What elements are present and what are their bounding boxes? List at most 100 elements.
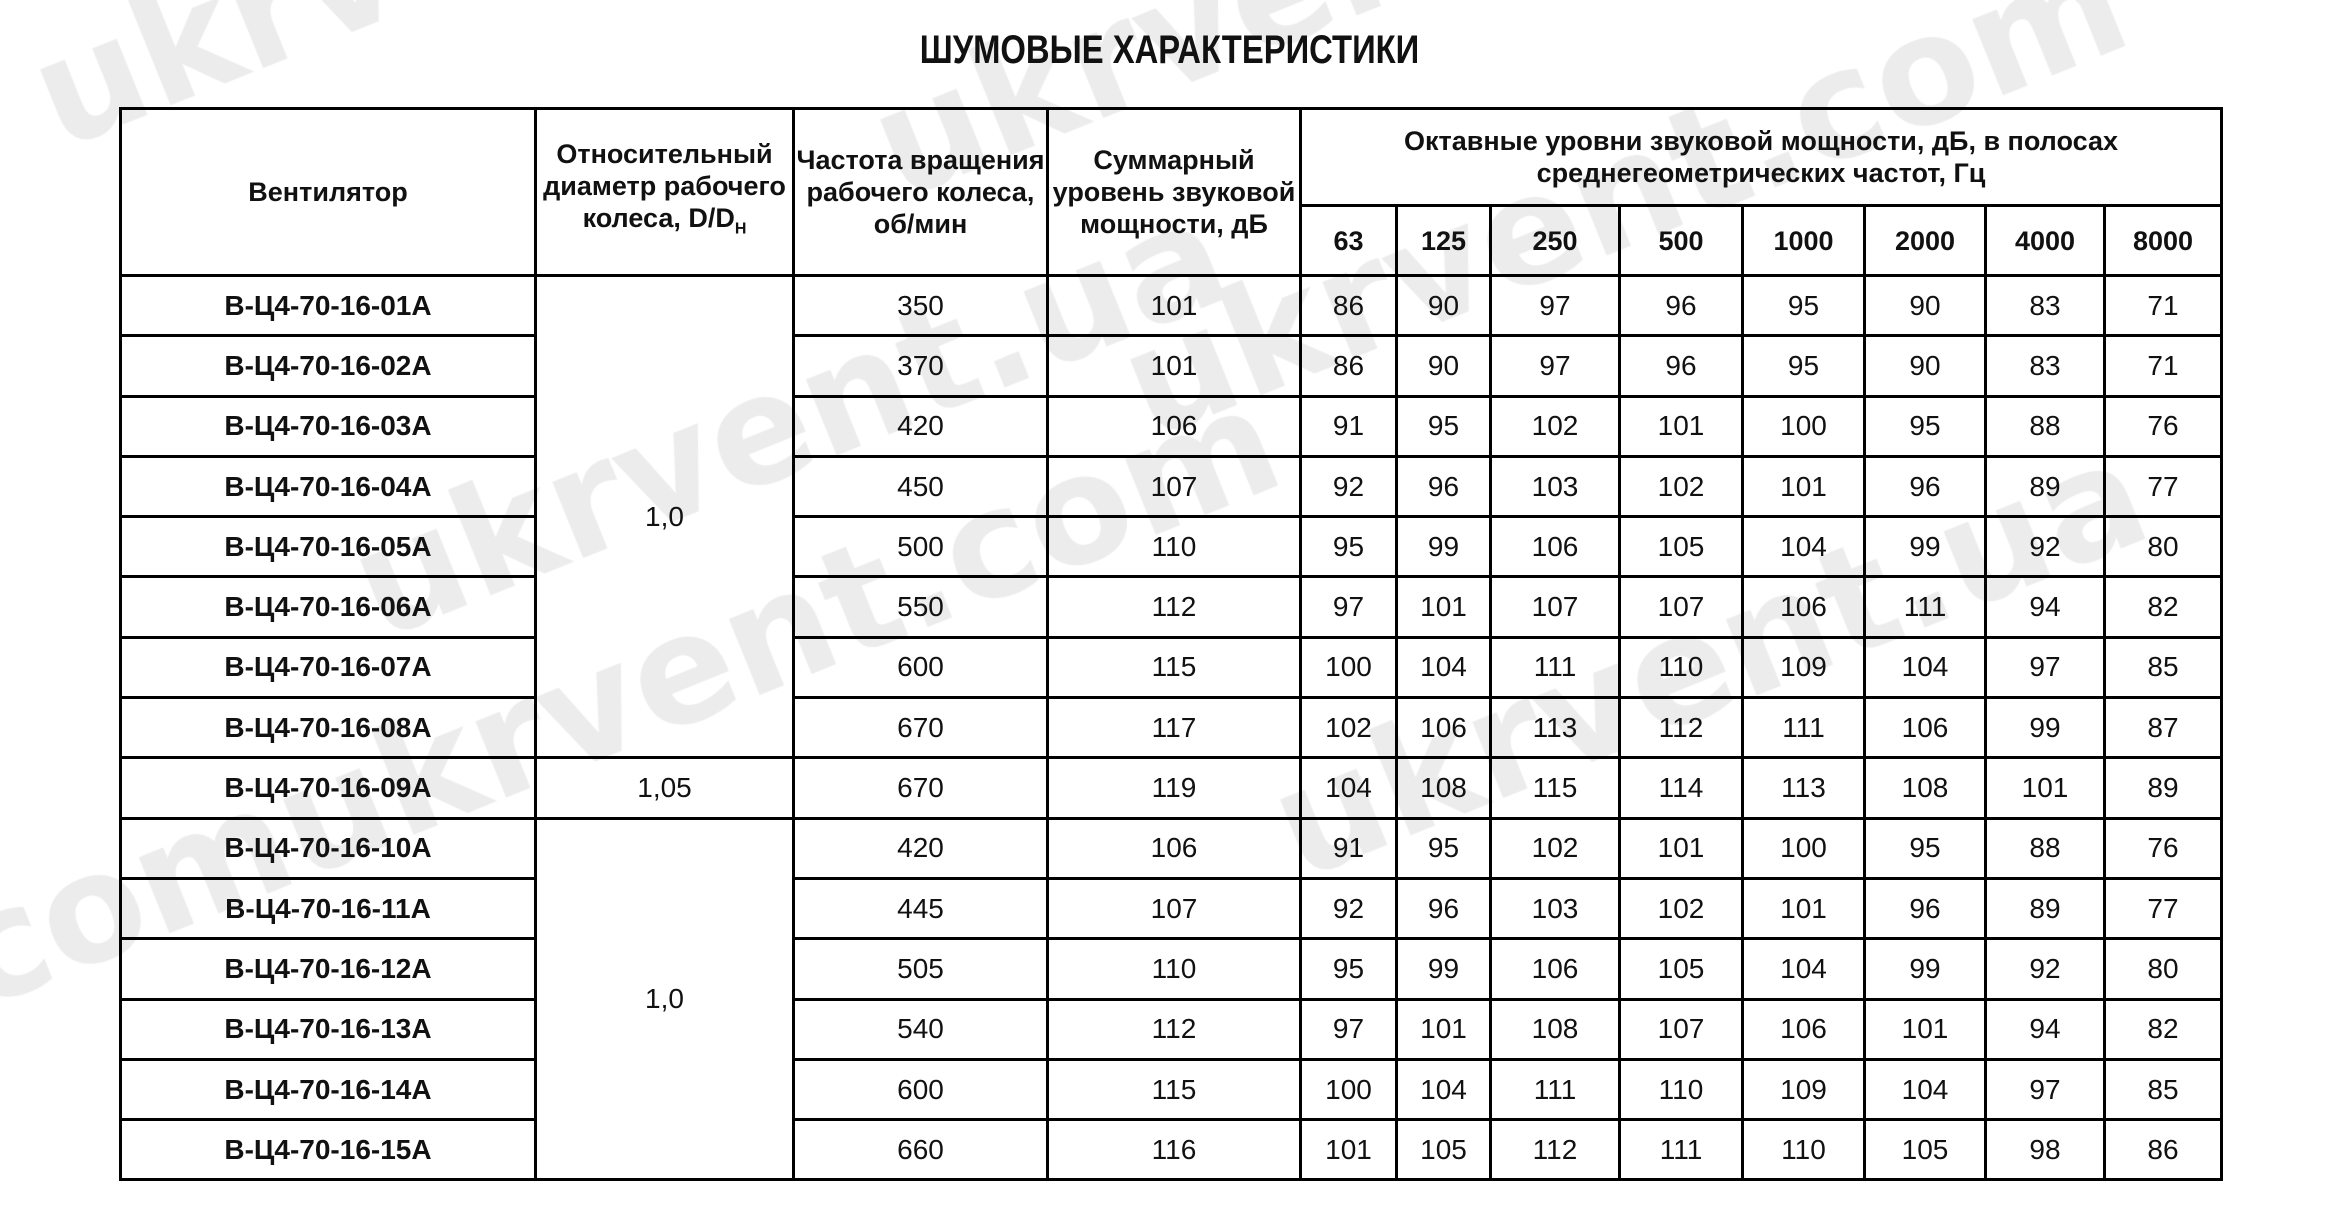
octave-level-cell: 83 [1984, 273, 2106, 338]
octave-level-cell: 104 [1299, 756, 1398, 820]
total-level-cell: 110 [1046, 515, 1302, 579]
octave-level-cell: 77 [2103, 454, 2223, 519]
fan-name: В-Ц4-70-16-01А [119, 273, 537, 338]
octave-level-cell: 95 [1741, 334, 1866, 398]
octave-level-cell: 94 [1984, 575, 2106, 639]
diameter-cell: 1,05 [534, 756, 795, 820]
octave-level-cell: 101 [1984, 756, 2106, 820]
octave-level-cell: 95 [1741, 273, 1866, 338]
octave-level-cell: 90 [1395, 273, 1492, 338]
speed-cell: 505 [792, 937, 1049, 1001]
octave-level-cell: 83 [1984, 334, 2106, 398]
header-diameter-text: Относительный диаметр рабочего колеса, D… [543, 139, 786, 234]
fan-name: В-Ц4-70-16-03А [119, 394, 537, 458]
octave-level-cell: 96 [1863, 876, 1987, 941]
octave-level-cell: 115 [1489, 756, 1621, 820]
octave-level-cell: 101 [1863, 997, 1987, 1061]
octave-level-cell: 80 [2103, 937, 2223, 1001]
header-speed: Частота вращения рабочего колеса, об/мин [792, 107, 1049, 277]
table-row: В-Ц4-70-16-13А 540 112 97 101 108 107 106 101 94 8… [119, 997, 2223, 1061]
total-level-cell: 119 [1046, 756, 1302, 820]
octave-level-cell: 97 [1489, 334, 1621, 398]
speed-cell: 420 [792, 394, 1049, 458]
header-octave: Октавные уровни звуковой мощности, дБ, в… [1299, 107, 2223, 207]
table-row: В-Ц4-70-16-01А 1,0 350 101 86 90 97 96 95 90 83 71 [119, 273, 2223, 760]
octave-level-cell: 106 [1395, 696, 1492, 760]
header-frequency: 125 [1395, 204, 1492, 277]
octave-level-cell: 71 [2103, 273, 2223, 338]
diameter-cell: 1,0 [534, 816, 795, 1182]
table-row: В-Ц4-70-16-11А 445 107 92 96 103 102 101 96 89 77 [119, 876, 2223, 941]
fan-name: В-Ц4-70-16-05А [119, 515, 537, 579]
octave-level-cell: 95 [1299, 515, 1398, 579]
octave-level-cell: 108 [1863, 756, 1987, 820]
octave-level-cell: 77 [2103, 876, 2223, 941]
octave-level-cell: 85 [2103, 1057, 2223, 1122]
octave-level-cell: 101 [1618, 394, 1744, 458]
header-frequency: 8000 [2103, 204, 2223, 277]
table-row: В-Ц4-70-16-15А 660 116 101 105 112 111 110 105 98… [119, 1118, 2223, 1182]
total-level-cell: 115 [1046, 1057, 1302, 1122]
octave-level-cell: 114 [1618, 756, 1744, 820]
speed-cell: 600 [792, 635, 1049, 700]
octave-level-cell: 108 [1395, 756, 1492, 820]
octave-level-cell: 95 [1395, 394, 1492, 458]
octave-level-cell: 100 [1299, 635, 1398, 700]
octave-level-cell: 104 [1863, 635, 1987, 700]
table-row: В-Ц4-70-16-05А 500 110 95 99 106 105 104 99 92 80 [119, 515, 2223, 579]
octave-level-cell: 88 [1984, 394, 2106, 458]
octave-level-cell: 96 [1618, 273, 1744, 338]
octave-level-cell: 106 [1489, 937, 1621, 1001]
table-row: В-Ц4-70-16-08А 670 117 102 106 113 112 111 106 99… [119, 696, 2223, 760]
octave-level-cell: 99 [1395, 937, 1492, 1001]
octave-level-cell: 86 [1299, 334, 1398, 398]
octave-level-cell: 97 [1984, 635, 2106, 700]
table-row: В-Ц4-70-16-10А 1,0 420 106 91 95 102 101 100 95 88… [119, 816, 2223, 1182]
octave-level-cell: 80 [2103, 515, 2223, 579]
total-level-cell: 107 [1046, 876, 1302, 941]
octave-level-cell: 91 [1299, 816, 1398, 880]
octave-level-cell: 96 [1863, 454, 1987, 519]
octave-level-cell: 111 [1741, 696, 1866, 760]
octave-level-cell: 101 [1299, 1118, 1398, 1182]
fan-name: В-Ц4-70-16-11А [119, 876, 537, 941]
header-total: Суммарный уровень звуковой мощности, дБ [1046, 107, 1302, 277]
octave-level-cell: 99 [1863, 515, 1987, 579]
diameter-cell: 1,0 [534, 273, 795, 760]
octave-level-cell: 105 [1618, 515, 1744, 579]
table-row: В-Ц4-70-16-12А 505 110 95 99 106 105 104 99 92 80 [119, 937, 2223, 1001]
octave-level-cell: 101 [1741, 454, 1866, 519]
octave-level-cell: 95 [1299, 937, 1398, 1001]
table-row: В-Ц4-70-16-07А 600 115 100 104 111 110 109 104 97… [119, 635, 2223, 700]
speed-cell: 500 [792, 515, 1049, 579]
octave-level-cell: 106 [1489, 515, 1621, 579]
total-level-cell: 116 [1046, 1118, 1302, 1182]
octave-level-cell: 100 [1741, 394, 1866, 458]
octave-level-cell: 82 [2103, 997, 2223, 1061]
fan-name: В-Ц4-70-16-07А [119, 635, 537, 700]
octave-level-cell: 113 [1741, 756, 1866, 820]
octave-level-cell: 91 [1299, 394, 1398, 458]
table-row: В-Ц4-70-16-09А 1,05 670 119 104 108 115 114 113 1… [119, 756, 2223, 820]
octave-level-cell: 105 [1863, 1118, 1987, 1182]
total-level-cell: 112 [1046, 575, 1302, 639]
octave-level-cell: 111 [1489, 1057, 1621, 1122]
octave-level-cell: 92 [1984, 937, 2106, 1001]
header-fan: Вентилятор [119, 107, 537, 277]
octave-level-cell: 89 [1984, 454, 2106, 519]
total-level-cell: 101 [1046, 273, 1302, 338]
header-frequency: 250 [1489, 204, 1621, 277]
octave-level-cell: 107 [1489, 575, 1621, 639]
speed-cell: 660 [792, 1118, 1049, 1182]
fan-name: В-Ц4-70-16-04А [119, 454, 537, 519]
octave-level-cell: 105 [1395, 1118, 1492, 1182]
header-diameter: Относительный диаметр рабочего колеса, D… [534, 107, 795, 277]
octave-level-cell: 86 [1299, 273, 1398, 338]
octave-level-cell: 94 [1984, 997, 2106, 1061]
octave-level-cell: 102 [1489, 394, 1621, 458]
noise-table: Вентилятор Относительный диаметр рабочег… [119, 107, 2223, 1182]
octave-level-cell: 102 [1299, 696, 1398, 760]
header-frequency: 63 [1299, 204, 1398, 277]
octave-level-cell: 90 [1395, 334, 1492, 398]
speed-cell: 670 [792, 756, 1049, 820]
